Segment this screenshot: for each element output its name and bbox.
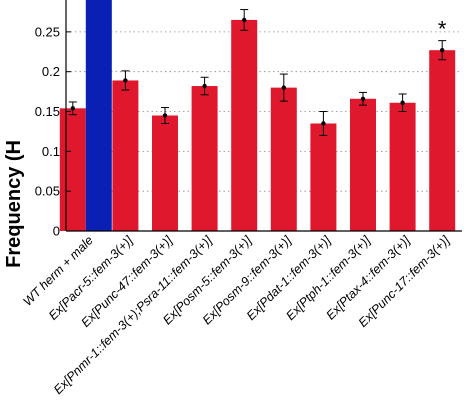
y-tick-label: 0.2 — [42, 64, 60, 79]
y-tick-label: 0.15 — [35, 104, 60, 119]
error-bars — [68, 9, 447, 136]
y-tick-label: 0.1 — [42, 144, 60, 159]
bar — [231, 19, 258, 232]
bar — [429, 50, 456, 232]
y-tick-label: 0 — [53, 224, 60, 239]
bar — [389, 102, 416, 231]
mean-point — [321, 121, 326, 126]
y-axis-label: Frequency (H — [3, 140, 25, 268]
bar — [112, 80, 139, 231]
bar — [152, 115, 178, 231]
mean-point — [440, 47, 445, 53]
mean-point — [162, 113, 168, 118]
mean-point — [202, 83, 207, 89]
bar — [270, 87, 297, 231]
bar — [85, 0, 112, 231]
significance-asterisk: * — [438, 17, 447, 42]
bars — [59, 0, 456, 232]
bar — [350, 98, 376, 231]
bar — [59, 108, 86, 231]
y-ticks: 0 0.05 0.1 0.15 0.2 0.25 — [35, 24, 71, 239]
y-tick-label: 0.25 — [35, 24, 60, 39]
x-tick-labels: WT herm + maleEx[Pacr-5::fem-3(+)]Ex[Pun… — [20, 233, 452, 397]
annotations: * — [438, 17, 447, 42]
x-tick-label: WT herm + male — [20, 233, 95, 308]
mean-point — [360, 96, 366, 101]
mean-point — [242, 17, 247, 23]
mean-point — [123, 78, 128, 83]
mean-point — [70, 106, 76, 111]
mean-point — [281, 85, 286, 90]
bar — [191, 86, 218, 231]
y-tick-label: 0.05 — [35, 184, 60, 199]
mean-point — [400, 100, 405, 105]
bar — [310, 123, 337, 231]
